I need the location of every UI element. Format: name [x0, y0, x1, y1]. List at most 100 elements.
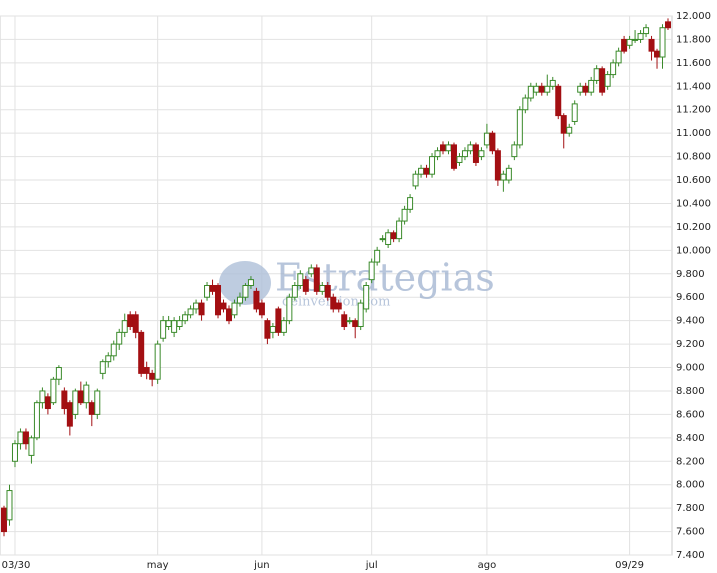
candle-body — [560, 115, 567, 134]
candle-body — [648, 38, 655, 52]
candle-body — [401, 208, 408, 222]
candle-body — [610, 62, 617, 76]
candle-body — [6, 490, 13, 521]
candle-body — [275, 308, 282, 333]
candle-body — [346, 320, 353, 323]
y-tick-label: 8.200 — [676, 456, 705, 467]
x-tick-label: jul — [365, 560, 378, 571]
candle-body — [549, 79, 556, 87]
candle-body — [379, 238, 386, 241]
candle-body — [61, 390, 68, 410]
x-tick-label: ago — [478, 560, 497, 571]
candle-body — [527, 85, 534, 99]
candle-body — [582, 85, 589, 93]
candle-body — [88, 402, 95, 415]
candle-body — [99, 361, 106, 374]
candle-body — [28, 437, 35, 456]
candle-body — [445, 144, 452, 152]
candle-body — [418, 167, 425, 175]
candle-body — [44, 396, 51, 410]
candle-body — [242, 285, 249, 298]
candle-body — [533, 85, 540, 93]
y-tick-label: 8.000 — [676, 480, 705, 491]
y-tick-label: 9.600 — [676, 292, 705, 303]
candle-body — [297, 273, 304, 287]
watermark: Estrategias — [275, 256, 495, 300]
candle-body — [500, 173, 507, 181]
candle-body — [643, 27, 650, 35]
candle-body — [483, 132, 490, 146]
candle-body — [165, 320, 172, 328]
candle-body — [77, 390, 84, 404]
candle-body — [154, 343, 161, 380]
candle-body — [138, 331, 145, 374]
candle-body — [423, 167, 430, 175]
y-tick-label: 7.800 — [676, 503, 705, 514]
candle-body — [626, 38, 633, 46]
candle-body — [225, 308, 232, 322]
candle-body — [665, 21, 671, 29]
candle-body — [66, 402, 73, 427]
candle-body — [599, 68, 606, 93]
candle-body — [116, 331, 123, 345]
candle-body — [1, 507, 7, 533]
candle-body — [33, 402, 40, 439]
x-tick-label: 03/30 — [2, 560, 31, 571]
candle-body — [429, 156, 436, 175]
candle-body — [143, 367, 150, 374]
candle-body — [209, 285, 216, 292]
candle-body — [280, 320, 287, 333]
candle-body — [544, 85, 551, 93]
candle-body — [390, 232, 397, 240]
candle-body — [176, 320, 183, 328]
candle-body — [478, 150, 485, 158]
candle-body — [247, 279, 254, 286]
candle-body — [22, 431, 29, 445]
candle-body — [220, 302, 227, 310]
y-tick-label: 11.400 — [676, 81, 711, 92]
y-tick-label: 9.200 — [676, 339, 705, 350]
candle-body — [286, 296, 293, 322]
candle-body — [39, 390, 46, 404]
y-tick-label: 11.600 — [676, 58, 711, 69]
candle-body — [269, 326, 276, 333]
candle-body — [160, 320, 167, 339]
candle-body — [577, 85, 584, 93]
y-tick-label: 10.400 — [676, 198, 711, 209]
candle-body — [171, 320, 178, 333]
candle-body — [407, 197, 414, 210]
candle-body — [258, 302, 265, 316]
candle-body — [659, 27, 666, 58]
candle-body — [193, 302, 200, 310]
y-tick-label: 11.800 — [676, 34, 711, 45]
x-tick-label: may — [147, 560, 169, 571]
candle-body — [121, 320, 128, 333]
candle-body — [385, 232, 392, 245]
candle-body — [511, 144, 518, 158]
candle-body — [615, 50, 622, 64]
y-tick-label: 9.000 — [676, 363, 705, 374]
y-tick-label: 10.600 — [676, 175, 711, 186]
candle-body — [352, 320, 359, 328]
candle-body — [264, 320, 271, 339]
candle-body — [132, 314, 139, 333]
y-tick-label: 7.400 — [676, 550, 705, 561]
candle-body — [516, 109, 523, 146]
candle-body — [566, 126, 573, 134]
candle-body — [472, 144, 479, 163]
candle-body — [374, 249, 381, 263]
candle-body — [198, 302, 205, 316]
candle-body — [204, 285, 211, 298]
y-tick-label: 10.200 — [676, 222, 711, 233]
candle-body — [341, 314, 348, 328]
candle-body — [363, 285, 370, 310]
candle-body — [55, 367, 62, 380]
candle-body — [489, 132, 496, 152]
candle-body — [308, 267, 315, 275]
candle-body — [467, 144, 474, 152]
candle-body — [621, 38, 628, 52]
x-tick-label: jun — [253, 560, 269, 571]
candle-body — [302, 279, 309, 292]
